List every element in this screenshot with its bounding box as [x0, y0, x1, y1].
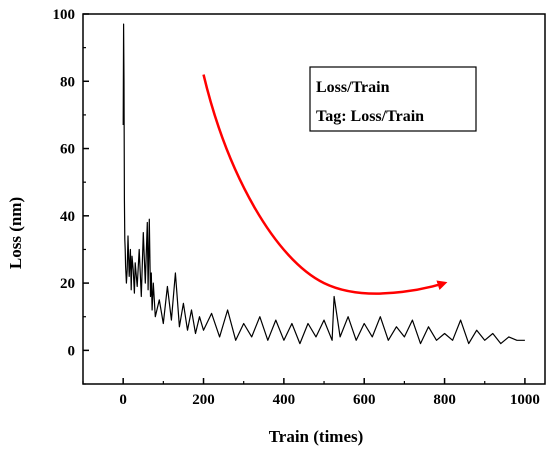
- legend-frame: [309, 66, 477, 132]
- x-tick-label: 0: [119, 392, 127, 408]
- legend-line-1: Loss/Train: [316, 79, 390, 96]
- x-tick-label: 800: [433, 392, 456, 408]
- plot-frame: [82, 13, 546, 385]
- y-tick-label: 40: [60, 209, 75, 225]
- y-tick-label: 0: [68, 343, 76, 359]
- x-tick-label: 400: [273, 392, 296, 408]
- y-axis-title: Loss (nm): [6, 197, 25, 269]
- y-tick-label: 100: [53, 7, 76, 23]
- x-axis-title: Train (times): [269, 427, 364, 446]
- y-tick-label: 80: [60, 74, 75, 90]
- trend-arrow: [202, 74, 448, 295]
- x-tick-label: 1000: [510, 392, 540, 408]
- legend-box: Loss/Train Tag: Loss/Train: [309, 66, 477, 132]
- ticks-layer: 0 200 400 600 800 1000 0 20 40 60 80 100: [53, 7, 540, 408]
- y-tick-label: 60: [60, 142, 75, 158]
- x-tick-label: 200: [192, 392, 215, 408]
- series-layer: [122, 23, 525, 345]
- legend-line-2: Tag: Loss/Train: [316, 108, 424, 125]
- loss-series-line: [122, 23, 525, 345]
- x-tick-label: 600: [353, 392, 376, 408]
- y-tick-label: 20: [60, 276, 75, 292]
